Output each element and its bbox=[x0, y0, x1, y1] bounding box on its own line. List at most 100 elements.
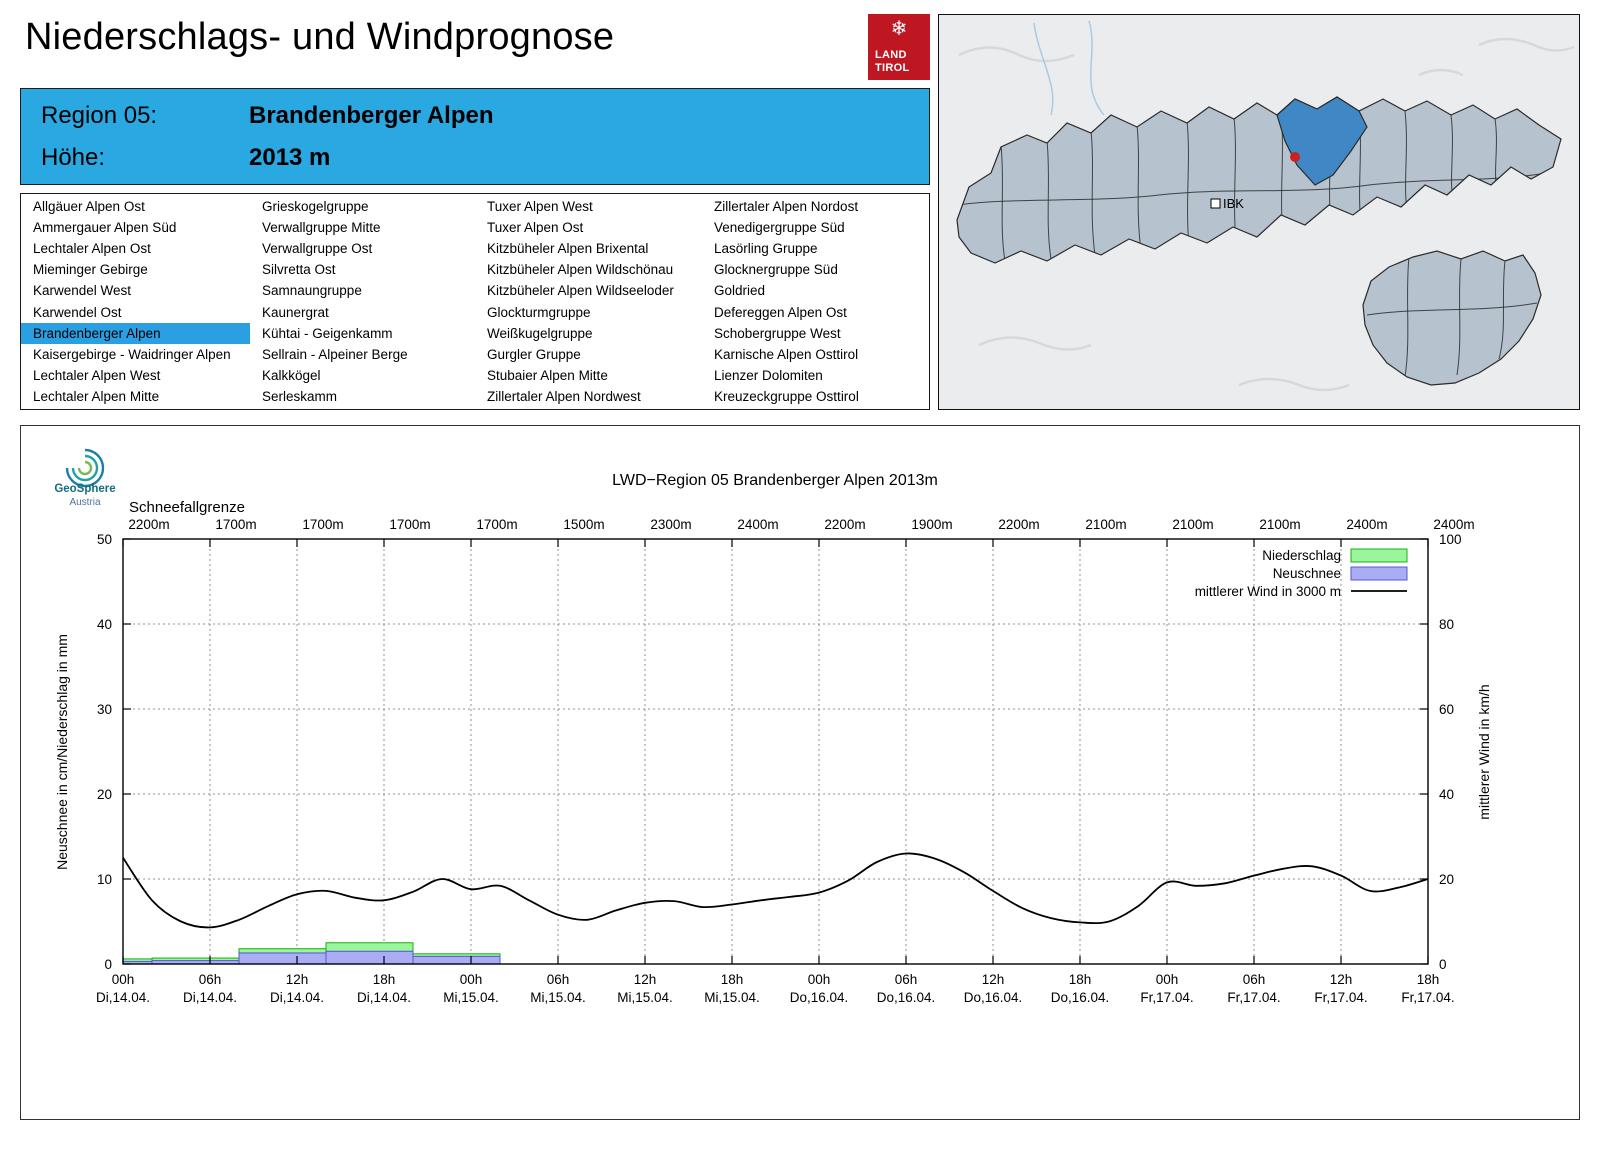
region-list-item[interactable]: Lechtaler Alpen West bbox=[33, 367, 161, 383]
svg-text:30: 30 bbox=[97, 702, 112, 717]
svg-text:2400m: 2400m bbox=[1433, 517, 1474, 532]
svg-text:2100m: 2100m bbox=[1172, 517, 1213, 532]
region-list-item[interactable]: Kühtai - Geigenkamm bbox=[262, 325, 393, 341]
svg-text:50: 50 bbox=[97, 532, 112, 547]
land-tirol-logo: ❄ LAND TIROL bbox=[868, 14, 930, 80]
svg-text:80: 80 bbox=[1439, 617, 1454, 632]
region-list: Allgäuer Alpen Ost Ammergauer Alpen Süd Le… bbox=[20, 193, 930, 410]
svg-text:18h: 18h bbox=[721, 972, 744, 987]
region-list-item[interactable]: Kitzbüheler Alpen Brixental bbox=[487, 241, 649, 257]
tirol-map: IBK bbox=[938, 14, 1580, 410]
svg-text:2400m: 2400m bbox=[737, 517, 778, 532]
region-list-item[interactable]: Sellrain - Alpeiner Berge bbox=[262, 346, 408, 362]
svg-text:Di,14.04.: Di,14.04. bbox=[270, 990, 324, 1005]
region-label: Region 05: bbox=[41, 102, 158, 129]
svg-text:Do,16.04.: Do,16.04. bbox=[964, 990, 1023, 1005]
svg-text:40: 40 bbox=[1439, 787, 1454, 802]
region-list-item[interactable]: Karwendel Ost bbox=[33, 304, 122, 320]
region-list-item[interactable]: Lasörling Gruppe bbox=[714, 241, 818, 257]
geosphere-name: GeoSphere bbox=[54, 483, 115, 495]
region-list-item[interactable]: Goldried bbox=[714, 283, 766, 299]
river bbox=[1088, 20, 1105, 116]
region-header: Region 05: Brandenberger Alpen Höhe: 2013 … bbox=[20, 88, 930, 185]
svg-text:06h: 06h bbox=[199, 972, 222, 987]
region-list-item[interactable]: Glocknergruppe Süd bbox=[714, 262, 838, 278]
y-axis-label-right: mittlerer Wind in km/h bbox=[1476, 684, 1492, 819]
svg-text:40: 40 bbox=[97, 617, 112, 632]
svg-text:06h: 06h bbox=[895, 972, 918, 987]
ibk-label: IBK bbox=[1223, 196, 1244, 211]
region-list-item[interactable]: Defereggen Alpen Ost bbox=[714, 304, 847, 320]
svg-text:10: 10 bbox=[97, 872, 112, 887]
region-list-item[interactable]: Glockturmgruppe bbox=[487, 304, 591, 320]
svg-text:Mi,15.04.: Mi,15.04. bbox=[704, 990, 760, 1005]
region-list-item[interactable]: Verwallgruppe Ost bbox=[262, 241, 373, 257]
region-list-item[interactable]: Schobergruppe West bbox=[714, 325, 841, 341]
region-list-item[interactable]: Kreuzeckgruppe Osttirol bbox=[714, 388, 859, 404]
river bbox=[1033, 22, 1054, 116]
region-list-item[interactable]: Zillertaler Alpen Nordost bbox=[714, 199, 859, 215]
svg-text:0: 0 bbox=[1439, 957, 1447, 972]
region-list-item[interactable]: Grieskogelgruppe bbox=[262, 199, 369, 215]
page-title: Niederschlags- und Windprognose bbox=[25, 16, 615, 58]
svg-text:12h: 12h bbox=[634, 972, 657, 987]
region-list-item[interactable]: Verwallgruppe Mitte bbox=[262, 220, 381, 236]
region-list-item[interactable]: Tuxer Alpen West bbox=[487, 199, 593, 215]
region-list-item[interactable]: Karnische Alpen Osttirol bbox=[714, 346, 859, 362]
region-list-item[interactable]: Kaunergrat bbox=[262, 304, 329, 320]
svg-text:Fr,17.04.: Fr,17.04. bbox=[1314, 990, 1367, 1005]
region-list-item[interactable]: Venedigergruppe Süd bbox=[714, 220, 845, 236]
region-list-item[interactable]: Kitzbüheler Alpen Wildseeloder bbox=[487, 283, 674, 299]
svg-text:Mi,15.04.: Mi,15.04. bbox=[617, 990, 673, 1005]
region-list-item[interactable]: Zillertaler Alpen Nordwest bbox=[487, 388, 641, 404]
forecast-chart-panel: GeoSphere Austria LWD−Region 05 Brandenb… bbox=[20, 425, 1580, 1120]
region-list-item[interactable]: Weißkugelgruppe bbox=[487, 325, 593, 341]
svg-text:12h: 12h bbox=[286, 972, 309, 987]
legend-swatch-neuschnee bbox=[1350, 566, 1408, 581]
region-list-item[interactable]: Mieminger Gebirge bbox=[33, 262, 148, 278]
region-list-item[interactable]: Lechtaler Alpen Ost bbox=[33, 241, 151, 257]
land-tirol-logo-text: LAND TIROL bbox=[875, 49, 910, 75]
svg-text:60: 60 bbox=[1439, 702, 1454, 717]
svg-text:1700m: 1700m bbox=[215, 517, 256, 532]
svg-text:Fr,17.04.: Fr,17.04. bbox=[1140, 990, 1193, 1005]
terrain-decoration bbox=[958, 20, 1575, 392]
region-list-item[interactable]: Stubaier Alpen Mitte bbox=[487, 367, 608, 383]
region-list-item[interactable]: Kalkkögel bbox=[262, 367, 321, 383]
svg-text:2200m: 2200m bbox=[128, 517, 169, 532]
snowline-label: Schneefallgrenze bbox=[129, 499, 245, 516]
svg-text:2300m: 2300m bbox=[650, 517, 691, 532]
svg-text:12h: 12h bbox=[982, 972, 1005, 987]
svg-text:2200m: 2200m bbox=[998, 517, 1039, 532]
logo-line-1: LAND bbox=[875, 48, 907, 61]
region-list-item[interactable]: Ammergauer Alpen Süd bbox=[33, 220, 177, 236]
region-list-item[interactable]: Samnaungruppe bbox=[262, 283, 362, 299]
region-list-item[interactable]: Tuxer Alpen Ost bbox=[487, 220, 584, 236]
legend-label-neuschnee: Neuschnee bbox=[1273, 566, 1341, 581]
region-list-item[interactable]: Kaisergebirge - Waidringer Alpen bbox=[33, 346, 231, 362]
svg-text:2100m: 2100m bbox=[1259, 517, 1300, 532]
svg-text:100: 100 bbox=[1439, 532, 1462, 547]
svg-text:12h: 12h bbox=[1330, 972, 1353, 987]
svg-text:00h: 00h bbox=[112, 972, 135, 987]
region-list-item[interactable]: Lienzer Dolomiten bbox=[714, 367, 823, 383]
east-region-boundaries bbox=[1366, 256, 1538, 378]
svg-text:18h: 18h bbox=[1417, 972, 1440, 987]
east-tyrol-regions bbox=[1362, 250, 1542, 386]
svg-text:20: 20 bbox=[97, 787, 112, 802]
region-list-item[interactable]: Gurgler Gruppe bbox=[487, 346, 581, 362]
region-list-item[interactable]: Kitzbüheler Alpen Wildschönau bbox=[487, 262, 674, 278]
svg-text:1900m: 1900m bbox=[911, 517, 952, 532]
geosphere-sub: Austria bbox=[69, 497, 101, 508]
svg-text:Do,16.04.: Do,16.04. bbox=[1051, 990, 1110, 1005]
region-list-item[interactable]: Lechtaler Alpen Mitte bbox=[33, 388, 160, 404]
north-tyrol-regions bbox=[956, 96, 1562, 264]
region-list-item[interactable]: Silvretta Ost bbox=[262, 262, 336, 278]
region-list-item[interactable]: Brandenberger Alpen bbox=[21, 322, 250, 344]
plot-area: 0 10 20 30 40 50 0 20 40 60 80 100 00h Di,14.04. 2200m… bbox=[96, 517, 1475, 1005]
region-list-item[interactable]: Serleskamm bbox=[262, 388, 338, 404]
region-value: Brandenberger Alpen bbox=[249, 102, 494, 129]
svg-text:Mi,15.04.: Mi,15.04. bbox=[530, 990, 586, 1005]
region-list-item[interactable]: Karwendel West bbox=[33, 283, 132, 299]
region-list-item[interactable]: Allgäuer Alpen Ost bbox=[33, 199, 145, 215]
